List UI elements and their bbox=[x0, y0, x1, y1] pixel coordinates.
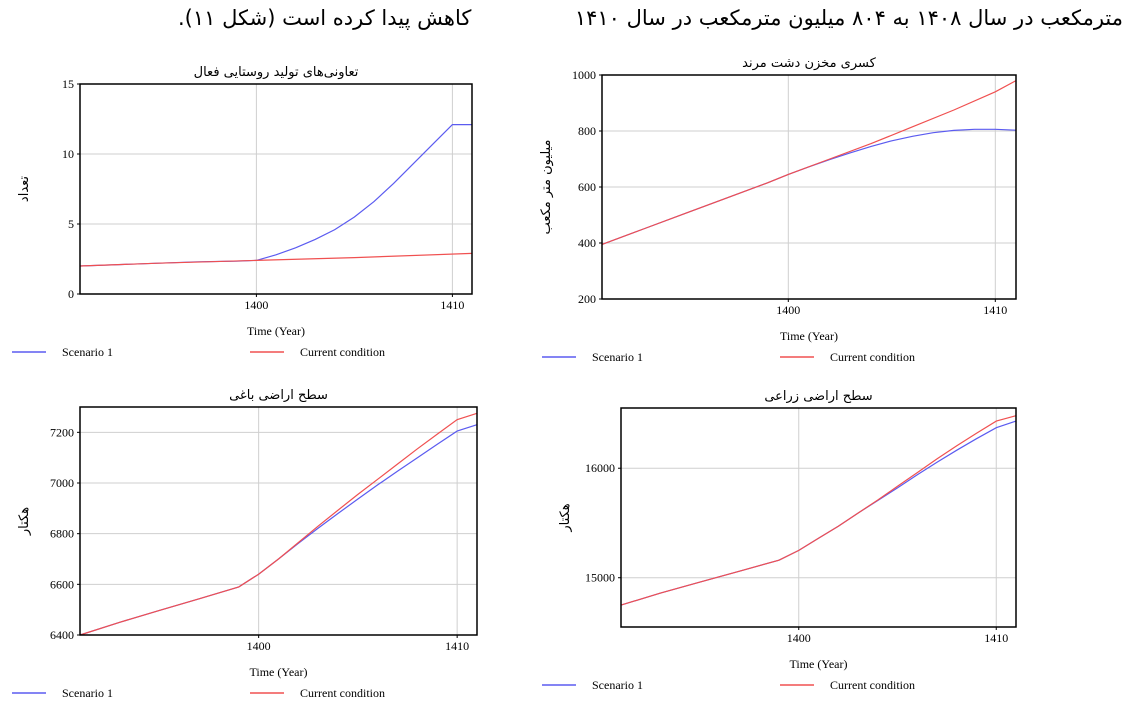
y-tick-label: 400 bbox=[578, 236, 596, 250]
y-tick-label: 5 bbox=[68, 217, 74, 231]
y-tick-label: 16000 bbox=[585, 461, 615, 475]
plot-frame bbox=[79, 406, 478, 636]
chart-svg-aquifer: کسری مخزن دشت مرند 200 400 600 800 1000 1400 14… bbox=[539, 56, 1017, 364]
chart-title: کسری مخزن دشت مرند bbox=[742, 56, 876, 71]
series-line-current-condition bbox=[620, 415, 1017, 606]
header-text-right: مترمکعب در سال ۱۴۰۸ به ۸۰۴ میلیون مترمکع… bbox=[574, 6, 1123, 30]
y-tick-label: 6600 bbox=[50, 577, 74, 591]
series-line-scenario-1 bbox=[79, 123, 472, 267]
chart-title: سطح اراضی زراعی bbox=[764, 389, 872, 404]
chart-panel-orchard: سطح اراضی باغی 6400 6600 6800 7000 7200 1400 14… bbox=[0, 370, 530, 705]
chart-title: تعاونی‌های تولید روستایی فعال bbox=[194, 65, 359, 80]
legend-label-current-condition: Current condition bbox=[300, 345, 385, 359]
x-axis-label: Time (Year) bbox=[780, 329, 838, 343]
legend-label-scenario-1: Scenario 1 bbox=[62, 345, 113, 359]
y-tick-label: 15000 bbox=[585, 571, 615, 585]
x-tick-label: 1410 bbox=[983, 303, 1007, 317]
x-tick-label: 1400 bbox=[247, 639, 271, 653]
chart-svg-orchard: سطح اراضی باغی 6400 6600 6800 7000 7200 1400 14… bbox=[12, 388, 478, 700]
legend-label-scenario-1: Scenario 1 bbox=[62, 686, 113, 700]
series-line-current-condition bbox=[79, 412, 478, 636]
x-tick-label: 1400 bbox=[776, 303, 800, 317]
series-line-current-condition bbox=[79, 252, 473, 267]
x-tick-label: 1410 bbox=[440, 298, 464, 312]
y-tick-label: 6800 bbox=[50, 527, 74, 541]
chart-svg-cooperatives: تعاونی‌های تولید روستایی فعال 0 5 10 15 1400 1… bbox=[12, 65, 473, 359]
series-line-current-condition bbox=[601, 80, 1017, 245]
y-tick-label: 10 bbox=[62, 147, 74, 161]
chart-panel-cooperatives: تعاونی‌های تولید روستایی فعال 0 5 10 15 1400 1… bbox=[0, 35, 530, 370]
series-line-scenario-1 bbox=[79, 424, 478, 636]
legend-label-scenario-1: Scenario 1 bbox=[592, 678, 643, 692]
plot-frame bbox=[79, 83, 473, 295]
plot-frame bbox=[620, 407, 1017, 628]
chart-svg-farmland: سطح اراضی زراعی 15000 16000 1400 1410 Time (Y… bbox=[542, 389, 1017, 692]
x-axis-label: Time (Year) bbox=[789, 657, 847, 671]
x-tick-label: 1410 bbox=[984, 631, 1008, 645]
x-axis-label: Time (Year) bbox=[249, 665, 307, 679]
header-text-left: کاهش پیدا کرده است (شکل ۱۱). bbox=[178, 6, 472, 30]
legend-label-current-condition: Current condition bbox=[830, 678, 915, 692]
y-tick-label: 7000 bbox=[50, 476, 74, 490]
x-tick-label: 1400 bbox=[244, 298, 268, 312]
legend-label-current-condition: Current condition bbox=[300, 686, 385, 700]
x-tick-label: 1400 bbox=[787, 631, 811, 645]
y-tick-label: 6400 bbox=[50, 628, 74, 642]
x-axis-label: Time (Year) bbox=[247, 324, 305, 338]
y-axis-label: هکتار bbox=[558, 503, 573, 532]
x-tick-label: 1410 bbox=[445, 639, 469, 653]
y-tick-label: 7200 bbox=[50, 425, 74, 439]
y-tick-label: 800 bbox=[578, 124, 596, 138]
chart-panel-aquifer: کسری مخزن دشت مرند 200 400 600 800 1000 1400 14… bbox=[530, 35, 1060, 370]
chart-panel-farmland: سطح اراضی زراعی 15000 16000 1400 1410 Time (Y… bbox=[530, 370, 1060, 705]
legend-label-current-condition: Current condition bbox=[830, 350, 915, 364]
chart-title: سطح اراضی باغی bbox=[229, 388, 328, 403]
y-tick-label: 0 bbox=[68, 287, 74, 301]
y-tick-label: 1000 bbox=[572, 68, 596, 82]
y-tick-label: 200 bbox=[578, 292, 596, 306]
y-axis-label: تعداد bbox=[17, 176, 32, 202]
y-tick-label: 15 bbox=[62, 77, 74, 91]
y-tick-label: 600 bbox=[578, 180, 596, 194]
y-axis-label: میلیون متر مکعب bbox=[539, 140, 554, 235]
legend-label-scenario-1: Scenario 1 bbox=[592, 350, 643, 364]
y-axis-label: هکتار bbox=[17, 507, 32, 536]
